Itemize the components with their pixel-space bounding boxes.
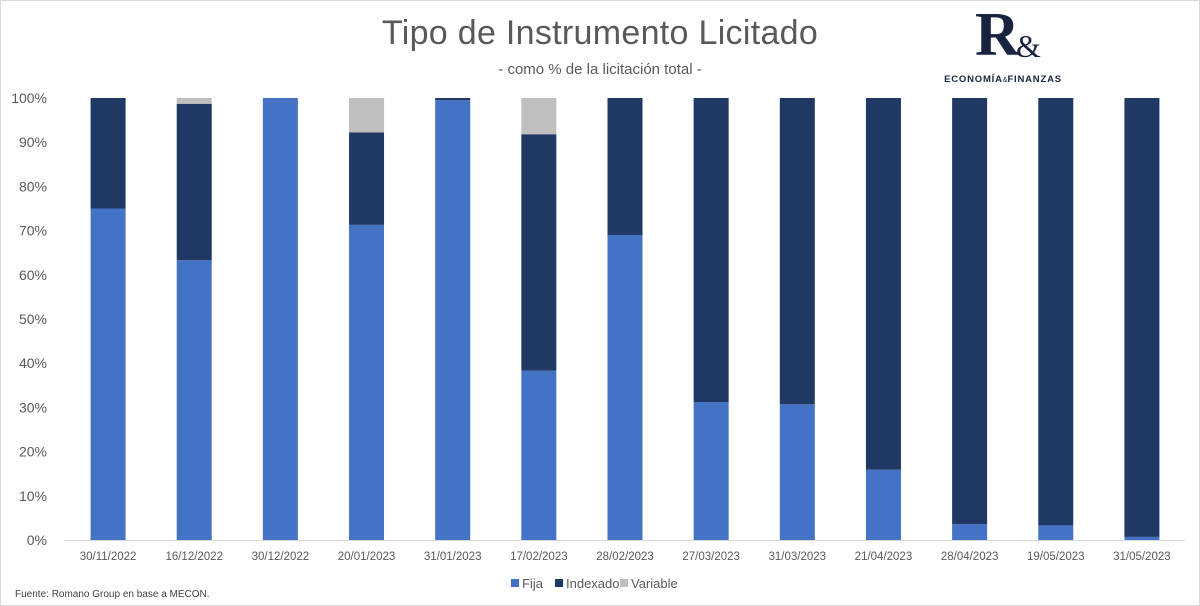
bar-indexado-7 [693,98,729,403]
bar-indexado-12 [1124,98,1160,537]
legend-swatch-fija [511,579,519,587]
bar-indexado-4 [435,98,471,101]
legend-label-variable: Variable [631,576,678,591]
x-tick-label: 28/02/2023 [596,551,654,563]
bar-fija-9 [865,469,901,540]
source-note: Fuente: Romano Group en base a MECON. [15,589,210,600]
x-tick-label: 31/03/2023 [769,551,827,563]
x-axis: 30/11/2022 16/12/2022 30/12/2022 20/01/2023… [65,540,1185,563]
bar-fija-8 [779,404,815,540]
legend: Fija Indexado Variable [511,576,678,591]
chart-title: Tipo de Instrumento Licitado [381,14,819,52]
y-tick-label: 0% [27,532,47,548]
y-tick-label: 60% [19,267,47,283]
bar-indexado-8 [779,98,815,405]
legend-swatch-variable [620,579,628,587]
x-tick-label: 21/04/2023 [855,551,913,563]
bar-indexado-3 [349,132,385,225]
x-tick-label: 31/05/2023 [1113,551,1171,563]
x-tick-label: 28/04/2023 [941,551,999,563]
chart-subtitle: - como % de la licitación total - [498,61,702,78]
bar-fija-12 [1124,536,1160,540]
legend-swatch-indexado [555,579,563,587]
bar-indexado-10 [952,98,988,525]
logo-letter: R [975,1,1020,69]
bar-fija-1 [176,260,212,540]
bar-variable-1 [176,98,212,104]
bar-fija-4 [435,100,471,541]
logo-word-amp: & [1002,77,1008,84]
bar-variable-3 [349,98,385,133]
bar-fija-11 [1038,525,1074,540]
x-tick-label: 19/05/2023 [1027,551,1085,563]
bars-layer [90,98,1160,541]
x-tick-label: 27/03/2023 [682,551,740,563]
logo-word-right: FINANZAS [1007,74,1062,85]
x-tick-label: 20/01/2023 [338,551,396,563]
bar-indexado-11 [1038,98,1074,526]
y-tick-label: 20% [19,444,47,460]
bar-indexado-5 [521,134,557,371]
bar-fija-0 [90,208,126,540]
y-tick-label: 40% [19,355,47,371]
bar-fija-2 [262,98,298,540]
bar-indexado-0 [90,98,126,209]
logo-ampersand: & [1016,28,1041,64]
logo-word-left: ECONOMÍA [944,74,1003,85]
y-tick-label: 10% [19,488,47,504]
y-tick-label: 90% [19,134,47,150]
bar-fija-3 [349,224,385,540]
x-tick-label: 17/02/2023 [510,551,568,563]
bar-fija-5 [521,370,557,540]
bar-variable-5 [521,98,557,135]
legend-label-indexado: Indexado [566,576,620,591]
bar-indexado-1 [176,103,212,261]
x-tick-label: 31/01/2023 [424,551,482,563]
x-tick-label: 30/12/2022 [252,551,310,563]
logo-wordmark: ECONOMÍA&FINANZAS [938,74,1068,85]
bar-indexado-6 [607,98,643,236]
bar-fija-7 [693,402,729,540]
y-tick-label: 30% [19,399,47,415]
y-tick-label: 100% [11,90,47,106]
y-tick-label: 80% [19,178,47,194]
legend-label-fija: Fija [522,576,544,591]
y-axis: 0% 10% 20% 30% 40% 50% 60% 70% 80% 90% 100% [11,90,47,548]
brand-logo: R & ECONOMÍA&FINANZAS [938,4,1068,88]
x-tick-label: 16/12/2022 [165,551,223,563]
y-tick-label: 50% [19,311,47,327]
x-tick-label: 30/11/2022 [80,551,137,563]
bar-indexado-9 [865,98,901,470]
y-tick-label: 70% [19,223,47,239]
bar-fija-6 [607,235,643,540]
bar-fija-10 [952,524,988,540]
